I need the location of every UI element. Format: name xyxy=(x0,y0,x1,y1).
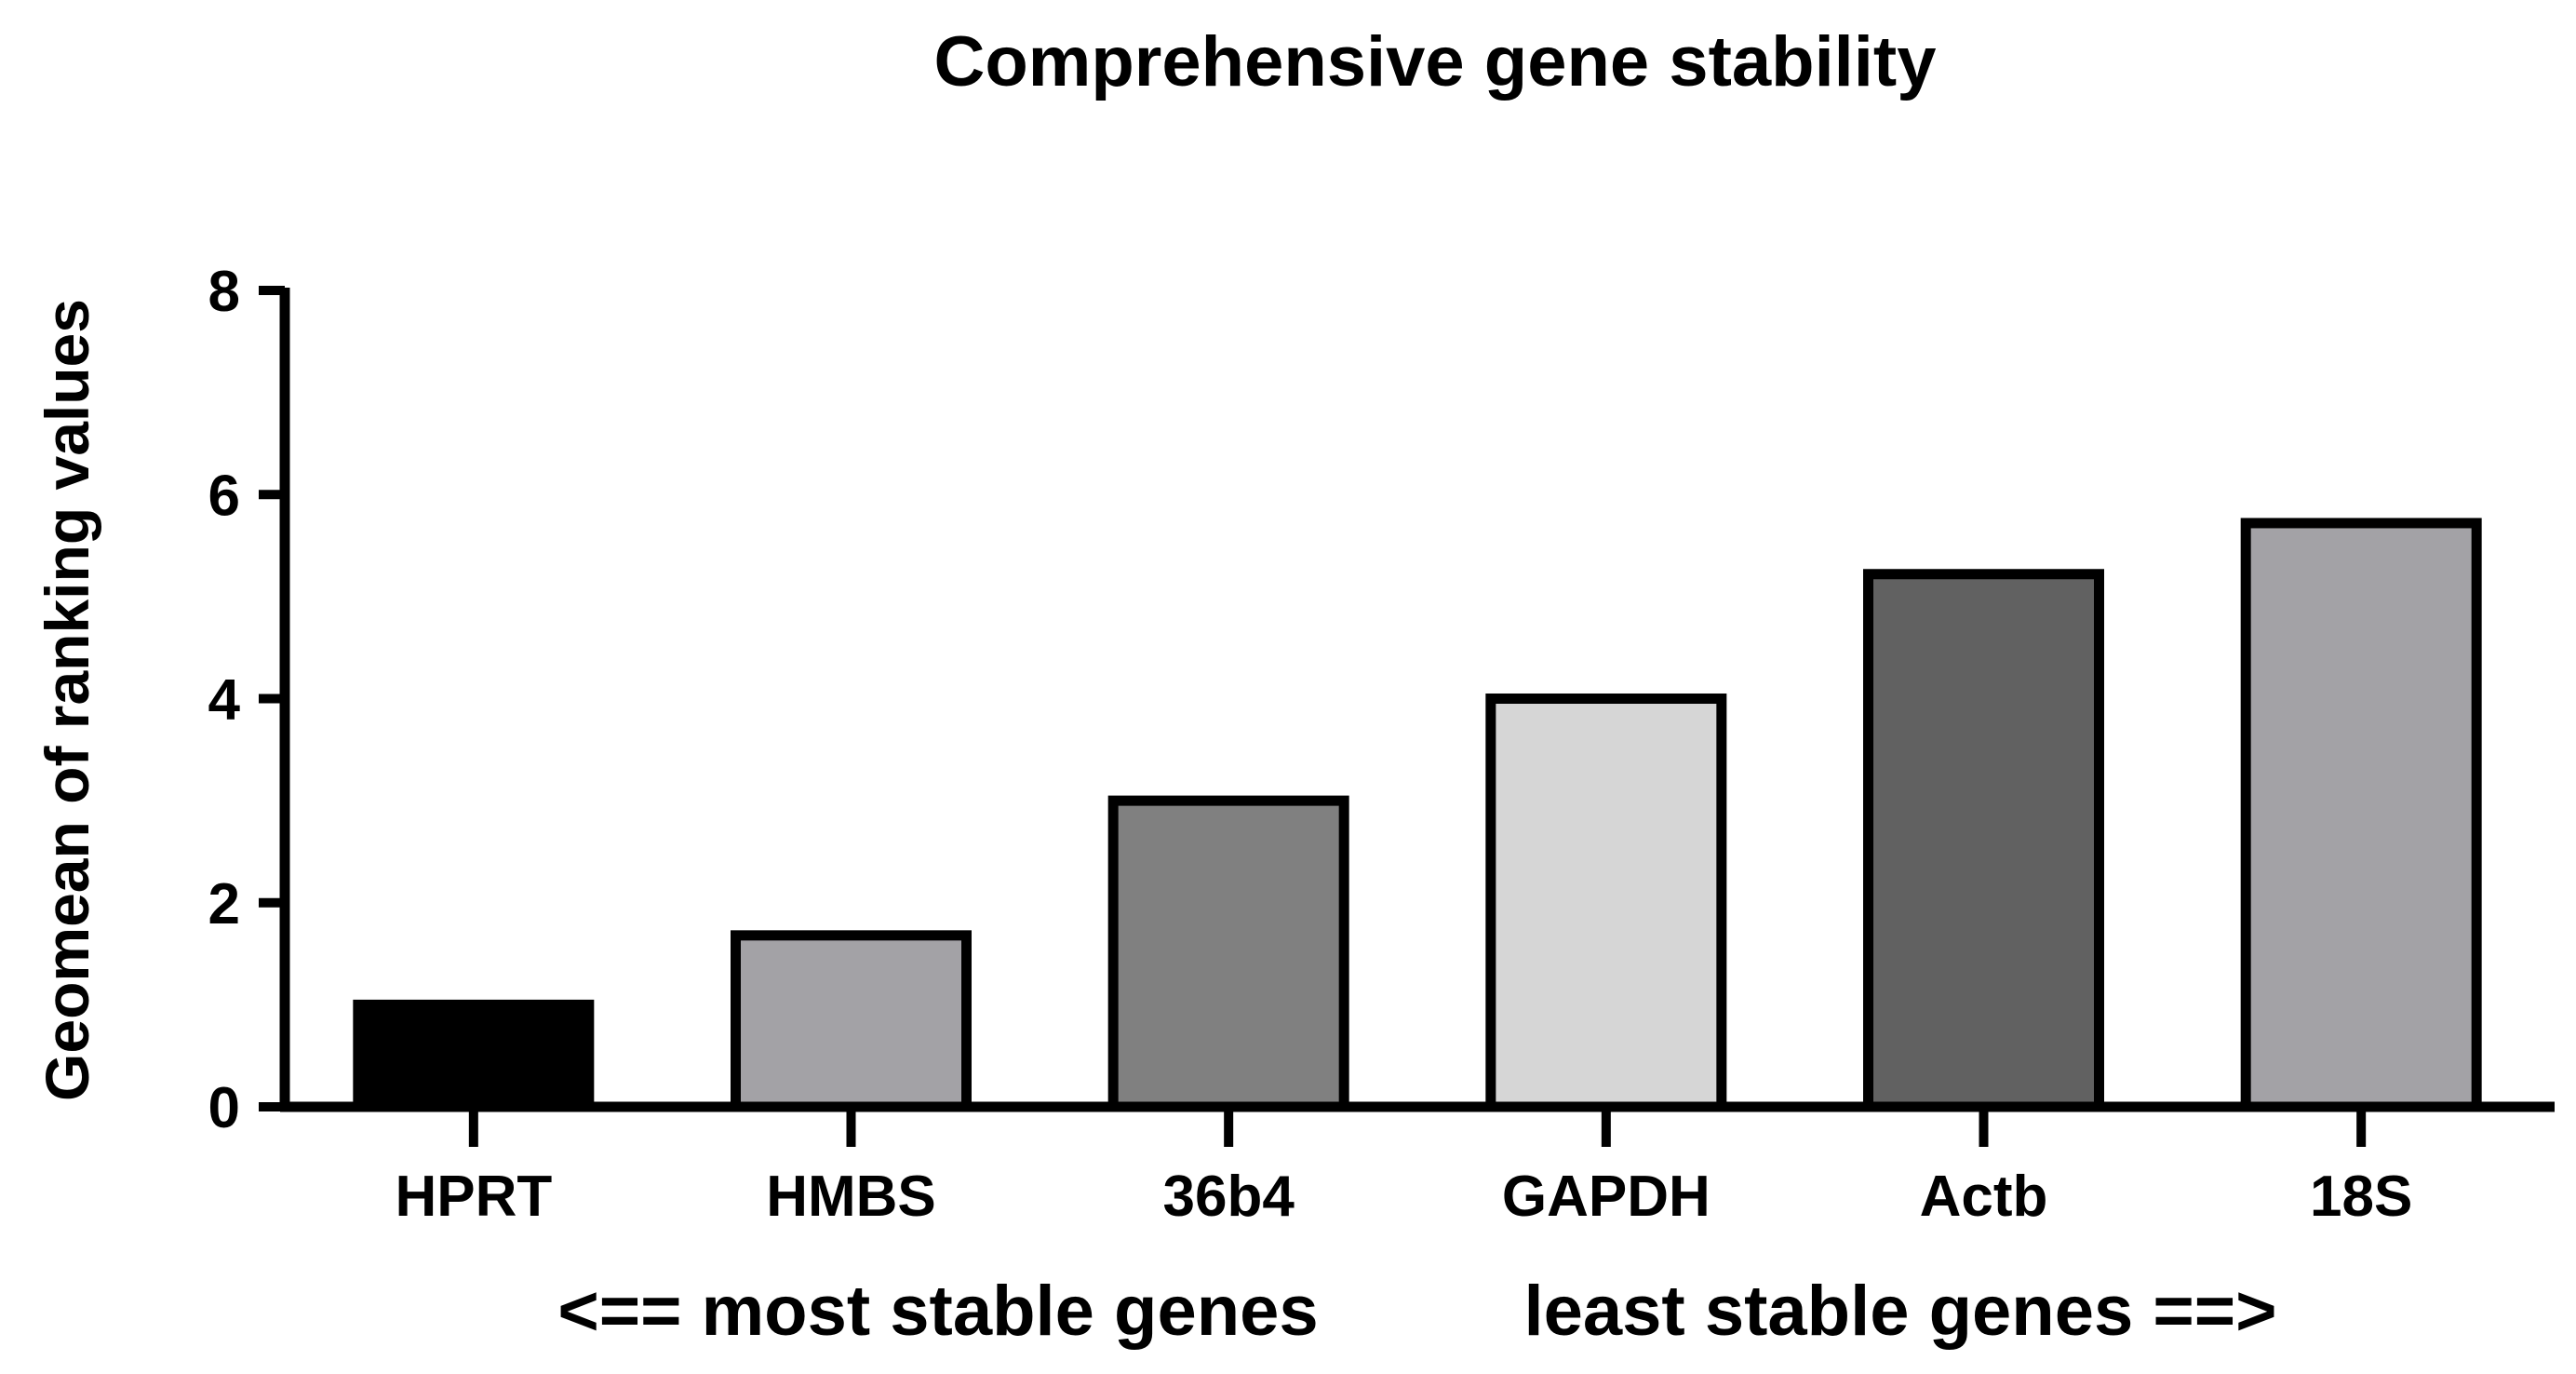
bar-36b4 xyxy=(1107,795,1349,1112)
bars xyxy=(353,518,2482,1112)
x-tick-label: 18S xyxy=(2310,1165,2412,1229)
bar-gapdh xyxy=(1485,694,1727,1112)
x-tick-label: GAPDH xyxy=(1502,1165,1711,1229)
x-axis-label-right: least stable genes ==> xyxy=(1523,1272,2276,1351)
y-tick-label: 8 xyxy=(208,260,240,324)
y-tick-label: 0 xyxy=(208,1076,240,1140)
y-tick-label: 2 xyxy=(208,872,240,936)
bar-actb xyxy=(1863,569,2104,1112)
y-axis-ticks: 0 2 4 6 8 xyxy=(208,260,285,1140)
y-tick-label: 6 xyxy=(208,464,240,528)
chart-title: Comprehensive gene stability xyxy=(934,22,1937,101)
y-tick-label: 4 xyxy=(208,668,241,733)
bar-hmbs xyxy=(731,930,972,1112)
bar-hprt xyxy=(353,999,595,1112)
y-axis-label: Geomean of ranking values xyxy=(33,299,101,1101)
x-axis-ticks: HPRT HMBS 36b4 GAPDH Actb 18S xyxy=(395,1107,2412,1229)
bar-18s xyxy=(2240,518,2482,1112)
x-tick-label: HMBS xyxy=(766,1165,936,1229)
x-tick-label: 36b4 xyxy=(1163,1165,1295,1229)
x-tick-label: HPRT xyxy=(395,1165,552,1229)
x-tick-label: Actb xyxy=(1920,1165,2048,1229)
x-axis-label-left: <== most stable genes xyxy=(557,1272,1318,1351)
